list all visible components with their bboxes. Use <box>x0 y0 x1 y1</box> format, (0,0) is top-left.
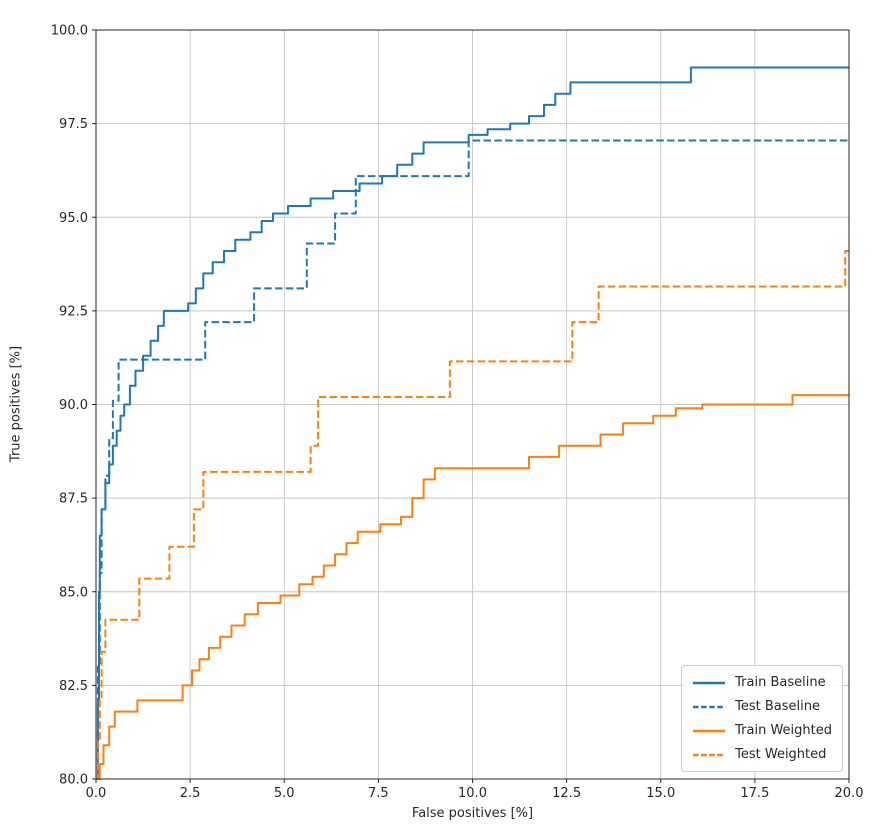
legend-label: Test Weighted <box>735 747 827 762</box>
series-line-test-baseline <box>96 139 849 780</box>
legend-label: Test Baseline <box>735 699 820 714</box>
legend-line-sample <box>693 681 726 684</box>
legend-entry: Test Weighted <box>692 746 832 763</box>
legend-entry: Train Weighted <box>692 722 832 739</box>
legend-line-sample <box>693 729 726 732</box>
x-tick-label: 20.0 <box>835 786 864 801</box>
x-tick-label: 15.0 <box>646 786 675 801</box>
y-tick-label: 82.5 <box>59 679 88 694</box>
x-axis-label: False positives [%] <box>411 806 534 821</box>
x-tick-label: 10.0 <box>458 786 487 801</box>
x-tick-label: 2.5 <box>180 786 201 801</box>
y-tick-label: 87.5 <box>59 492 88 507</box>
series-line-train-weighted <box>96 394 849 780</box>
legend-entry: Train Baseline <box>692 674 832 691</box>
y-axis-label: True positives [%] <box>8 345 24 463</box>
legend-label: Train Baseline <box>735 675 826 690</box>
x-tick-label: 7.5 <box>368 786 389 801</box>
x-tick-label: 12.5 <box>552 786 581 801</box>
y-tick-label: 100.0 <box>51 24 88 39</box>
x-tick-label: 0.0 <box>86 786 107 801</box>
series-line-train-baseline <box>96 66 849 780</box>
x-tick-label: 5.0 <box>274 786 295 801</box>
y-tick-label: 90.0 <box>59 398 88 413</box>
y-tick-label: 97.5 <box>59 117 88 132</box>
legend-line-sample <box>693 753 726 756</box>
legend-entry: Test Baseline <box>692 698 832 715</box>
y-tick-label: 80.0 <box>59 773 88 788</box>
y-tick-label: 92.5 <box>59 304 88 319</box>
x-tick-label: 17.5 <box>740 786 769 801</box>
y-tick-label: 85.0 <box>59 585 88 600</box>
legend-line-sample <box>693 705 726 708</box>
legend-label: Train Weighted <box>735 723 832 738</box>
legend: Train Baseline Test Baseline Train Weighte… <box>681 665 843 772</box>
series-line-test-weighted <box>96 250 849 780</box>
y-tick-label: 95.0 <box>59 211 88 226</box>
